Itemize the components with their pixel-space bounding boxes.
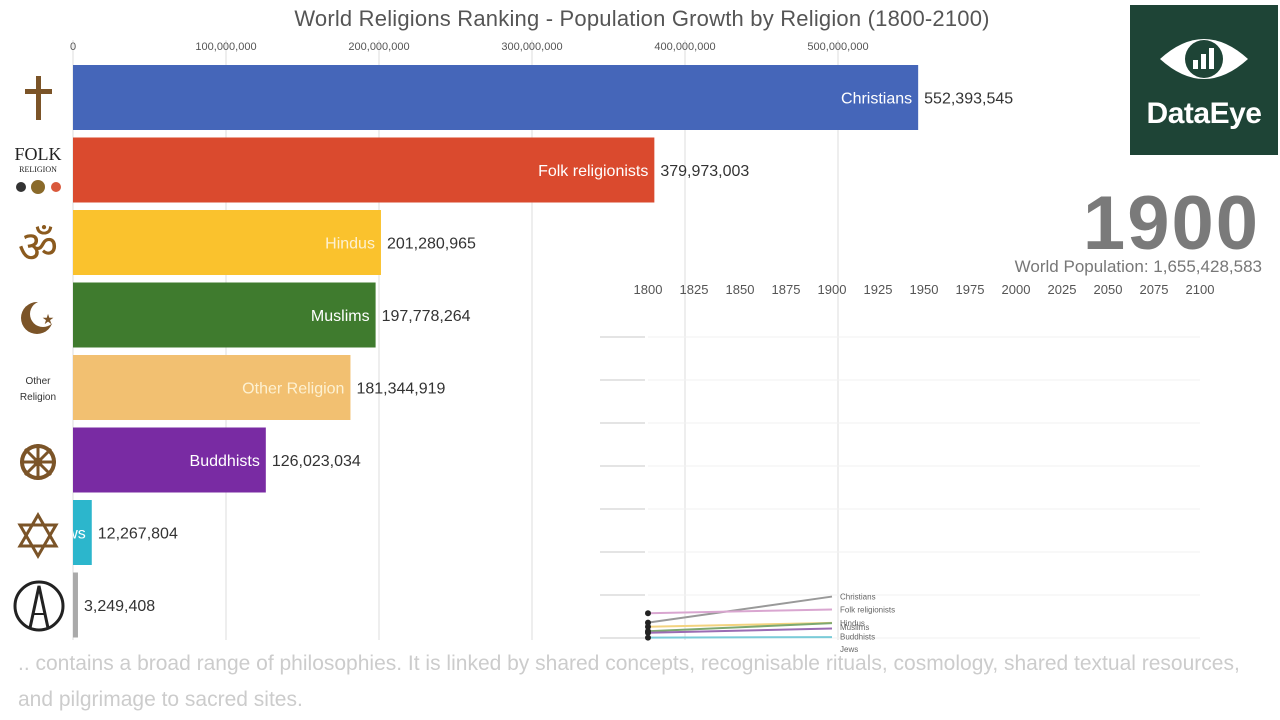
svg-text:★: ★	[42, 312, 55, 328]
inset-series-start-dot	[645, 623, 651, 630]
inset-series-label: Hindus	[840, 619, 865, 628]
inset-x-tick-label: 1825	[680, 282, 709, 297]
other-icon-line2: Religion	[20, 392, 56, 403]
crescent-star-icon: ★	[21, 301, 56, 334]
inset-x-tick-label: 2100	[1186, 282, 1215, 297]
inset-x-tick-label: 2025	[1048, 282, 1077, 297]
x-tick-label: 300,000,000	[501, 41, 562, 53]
value-labels: 552,393,545 379,973,003 201,280,965 197,778…	[84, 91, 1013, 616]
inset-series-start-dot	[645, 619, 651, 626]
eye-chart-icon	[1160, 39, 1248, 79]
inset-x-tick-label: 1950	[910, 282, 939, 297]
svg-text:ॐ: ॐ	[18, 222, 58, 273]
bar-category-label: Hindus	[325, 236, 375, 253]
inset-series-label: Folk religionists	[840, 606, 895, 615]
inset-x-tick-label: 1900	[818, 282, 847, 297]
dataeye-logo: DataEye	[1130, 5, 1278, 155]
bar-value-label: 552,393,545	[924, 91, 1013, 108]
bar	[73, 210, 381, 275]
chart-title: World Religions Ranking - Population Gro…	[294, 6, 990, 31]
inset-series-line	[647, 627, 833, 634]
inset-series-start-dot	[645, 610, 651, 617]
bar-category-label: Other Religion	[242, 381, 344, 398]
x-tick-label: 400,000,000	[654, 41, 715, 53]
inset-x-tick-label: 1975	[956, 282, 985, 297]
inset-x-tick-label: 2050	[1094, 282, 1123, 297]
atheism-symbol-icon	[13, 580, 65, 632]
bar-category-label: Folk religionists	[538, 163, 648, 180]
inset-series-line	[647, 608, 833, 615]
star-of-david-icon	[17, 512, 59, 559]
inset-x-tick-label: 1875	[772, 282, 801, 297]
x-tick-label: 100,000,000	[195, 41, 256, 53]
bar-category-label: Jews	[49, 526, 85, 543]
x-tick-label: 500,000,000	[807, 41, 868, 53]
bar-value-label: 197,778,264	[382, 308, 471, 325]
inset-series-label: Jews	[840, 645, 858, 654]
bar	[73, 572, 78, 638]
other-religion-icon: Other Religion	[20, 376, 56, 403]
logo-text: DataEye	[1146, 97, 1262, 130]
caption-text: .. contains a broad range of philosophie…	[18, 652, 1240, 711]
bar	[73, 355, 351, 420]
inset-series-start-dot	[645, 629, 651, 636]
bar	[73, 65, 919, 130]
om-icon: ॐ	[18, 222, 58, 273]
inset-series-label: Muslims	[840, 623, 869, 632]
x-tick-labels: 0 100,000,000 200,000,000 300,000,000 400,00…	[70, 41, 869, 53]
inset-x-tick-label: 1850	[726, 282, 755, 297]
bar	[73, 137, 655, 203]
bar-value-label: 126,023,034	[272, 453, 361, 470]
inset-series-label: Christians	[840, 593, 876, 602]
bar-category-label: Buddhists	[190, 453, 260, 470]
inset-x-tick-label: 1800	[634, 282, 663, 297]
bar	[73, 427, 266, 493]
bar-category-label: Christians	[841, 91, 912, 108]
inset-series-line	[647, 595, 833, 624]
bar-value-label: 181,344,919	[356, 381, 445, 398]
christian-cross-icon	[25, 76, 52, 120]
inset-series-line	[647, 636, 833, 639]
inset-series-line	[647, 622, 833, 633]
bar-value-label: 3,249,408	[84, 598, 155, 615]
other-icon-line1: Other	[25, 376, 51, 387]
world-population: World Population: 1,655,428,583	[1014, 257, 1262, 276]
folk-icon-line1: FOLK	[14, 144, 61, 164]
x-tick-label: 0	[70, 41, 76, 53]
bar-category-label: Muslims	[311, 308, 370, 325]
bar-value-label: 201,280,965	[387, 236, 476, 253]
folk-icon-line2: RELIGION	[19, 165, 57, 174]
inset-x-tick-label: 1925	[864, 282, 893, 297]
inset-series-start-dot	[645, 634, 651, 641]
bar	[73, 500, 92, 565]
religion-icons: FOLK RELIGION ॐ ★ Other Religion	[13, 76, 65, 632]
folk-religion-icon: FOLK RELIGION	[14, 144, 62, 194]
bar	[73, 282, 376, 348]
line-chart-inset: 1800 1825 1850 1875 1900 1925 1950 1975 2000 2025…	[600, 282, 1214, 654]
x-tick-label: 200,000,000	[348, 41, 409, 53]
inset-x-tick-label: 2000	[1002, 282, 1031, 297]
bar-value-label: 379,973,003	[660, 163, 749, 180]
inset-x-tick-label: 2075	[1140, 282, 1169, 297]
dharma-wheel-icon	[20, 444, 56, 480]
current-year: 1900	[1082, 181, 1260, 266]
inset-series-label: Buddhists	[840, 633, 875, 642]
bar-value-label: 12,267,804	[98, 526, 178, 543]
